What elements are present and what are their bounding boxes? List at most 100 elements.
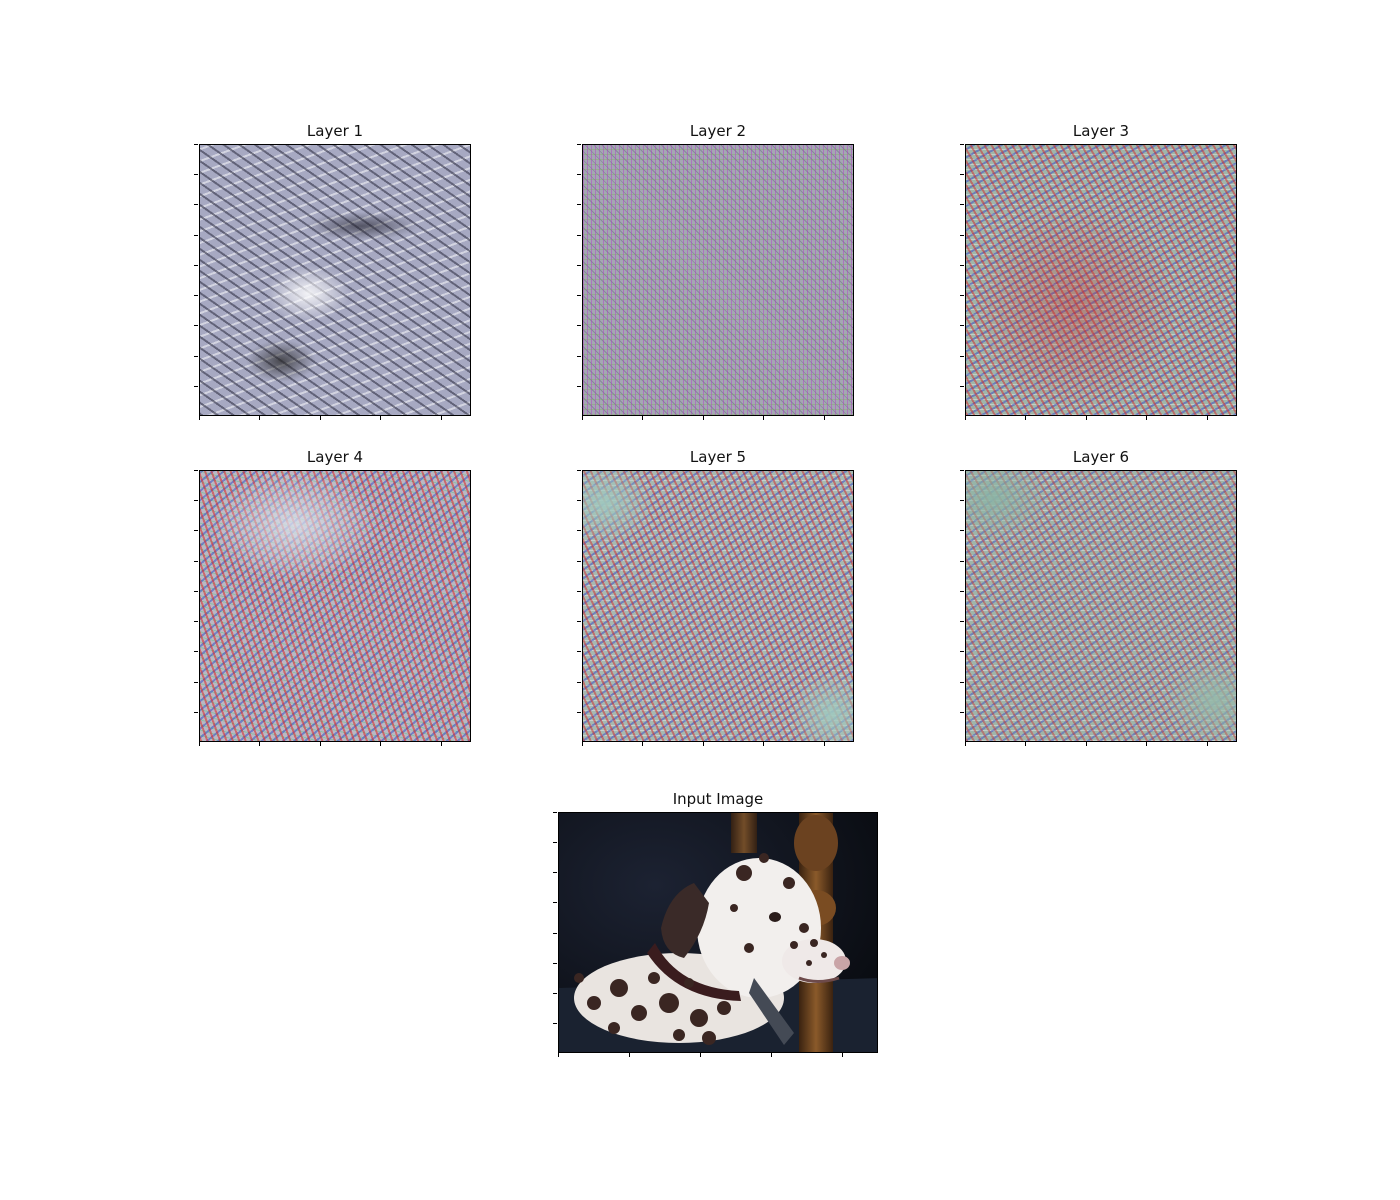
x-tick — [763, 742, 764, 746]
y-tick — [577, 500, 581, 501]
y-tick — [960, 470, 964, 471]
panel-title: Layer 4 — [306, 448, 364, 466]
x-tick — [703, 416, 704, 420]
x-tick — [199, 416, 200, 420]
feature-map-image — [965, 470, 1237, 742]
y-tick — [960, 651, 964, 652]
y-tick — [960, 174, 964, 175]
y-tick — [577, 591, 581, 592]
panel-layer-1: Layer 1 — [194, 122, 471, 420]
x-tick — [629, 1053, 630, 1057]
y-tick — [960, 530, 964, 531]
y-tick — [194, 325, 198, 326]
y-tick — [553, 872, 557, 873]
y-tick — [194, 470, 198, 471]
feature-map-image — [582, 144, 854, 416]
y-tick — [577, 295, 581, 296]
y-tick — [960, 712, 964, 713]
y-tick — [577, 325, 581, 326]
y-tick — [194, 295, 198, 296]
x-tick — [320, 742, 321, 746]
panel-title: Layer 3 — [1072, 122, 1130, 140]
y-tick — [960, 356, 964, 357]
panel-title: Layer 1 — [306, 122, 364, 140]
y-tick — [960, 295, 964, 296]
x-tick — [259, 416, 260, 420]
panel-layer-2: Layer 2 — [577, 122, 854, 420]
y-tick — [960, 500, 964, 501]
panel-layer-3: Layer 3 — [960, 122, 1237, 420]
input-photo — [558, 812, 878, 1053]
y-tick — [553, 1023, 557, 1024]
x-tick — [199, 742, 200, 746]
feature-map-image — [965, 144, 1237, 416]
x-tick — [1146, 416, 1147, 420]
y-tick — [577, 651, 581, 652]
y-tick — [194, 651, 198, 652]
y-tick — [577, 470, 581, 471]
feature-map-image — [199, 470, 471, 742]
panel-title: Layer 5 — [689, 448, 747, 466]
y-tick — [194, 682, 198, 683]
x-tick — [582, 416, 583, 420]
y-tick — [553, 812, 557, 813]
y-tick — [553, 902, 557, 903]
y-tick — [194, 591, 198, 592]
y-tick — [194, 386, 198, 387]
y-tick — [194, 712, 198, 713]
y-tick — [194, 621, 198, 622]
y-tick — [553, 842, 557, 843]
y-tick — [194, 530, 198, 531]
y-tick — [960, 144, 964, 145]
y-tick — [577, 530, 581, 531]
y-tick — [194, 356, 198, 357]
y-tick — [960, 235, 964, 236]
x-tick — [259, 742, 260, 746]
x-tick — [1086, 416, 1087, 420]
x-tick — [1207, 416, 1208, 420]
y-tick — [960, 682, 964, 683]
y-tick — [553, 933, 557, 934]
x-tick — [763, 416, 764, 420]
y-tick — [577, 712, 581, 713]
x-tick — [1025, 416, 1026, 420]
x-tick — [842, 1053, 843, 1057]
y-tick — [577, 204, 581, 205]
x-tick — [703, 742, 704, 746]
x-tick — [824, 742, 825, 746]
x-tick — [965, 416, 966, 420]
x-tick — [1025, 742, 1026, 746]
x-tick — [642, 742, 643, 746]
y-tick — [577, 386, 581, 387]
y-tick — [577, 174, 581, 175]
y-tick — [577, 356, 581, 357]
y-tick — [960, 325, 964, 326]
y-tick — [960, 386, 964, 387]
y-tick — [960, 591, 964, 592]
panel-title: Input Image — [672, 790, 764, 808]
panel-layer-4: Layer 4 — [194, 448, 471, 746]
panel-layer-6: Layer 6 — [960, 448, 1237, 746]
y-tick — [553, 963, 557, 964]
x-tick — [1086, 742, 1087, 746]
y-tick — [577, 144, 581, 145]
x-tick — [700, 1053, 701, 1057]
x-tick — [320, 416, 321, 420]
y-tick — [194, 174, 198, 175]
y-tick — [960, 561, 964, 562]
panel-input-image: Input Image — [553, 790, 878, 1057]
x-tick — [380, 416, 381, 420]
panel-title: Layer 6 — [1072, 448, 1130, 466]
panel-title: Layer 2 — [689, 122, 747, 140]
x-tick — [380, 742, 381, 746]
y-tick — [960, 621, 964, 622]
y-tick — [577, 235, 581, 236]
y-tick — [194, 235, 198, 236]
x-tick — [441, 742, 442, 746]
x-tick — [965, 742, 966, 746]
y-tick — [194, 204, 198, 205]
x-tick — [1146, 742, 1147, 746]
feature-map-image — [582, 470, 854, 742]
y-tick — [960, 204, 964, 205]
y-tick — [577, 265, 581, 266]
